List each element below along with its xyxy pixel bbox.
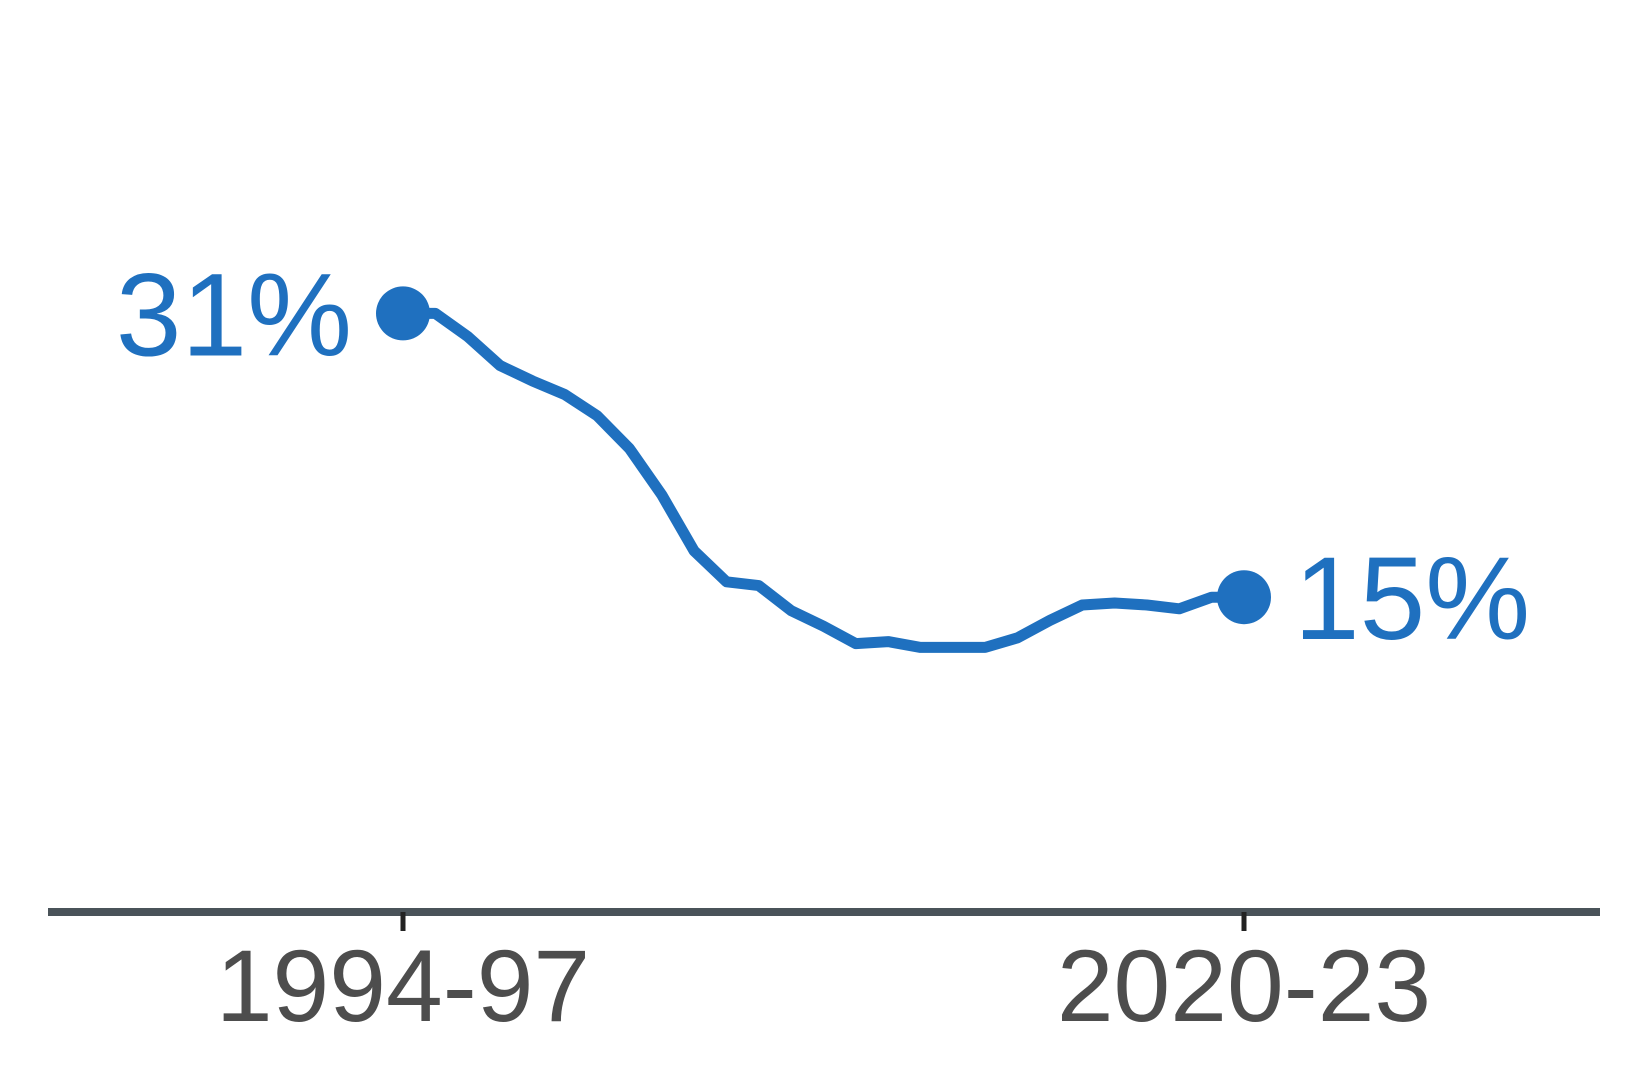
end-labels: 31% 15% [116,249,1530,665]
series-layer [376,286,1271,653]
start-point [376,286,430,341]
end-point [1217,570,1271,625]
x-tick-label-end: 2020-23 [1057,929,1431,1043]
series-line [397,307,1250,653]
x-tick-label-start: 1994-97 [216,929,590,1043]
start-value-label: 31% [116,249,352,381]
end-value-label: 15% [1294,533,1530,665]
x-axis: 1994-97 2020-23 [48,908,1600,1043]
